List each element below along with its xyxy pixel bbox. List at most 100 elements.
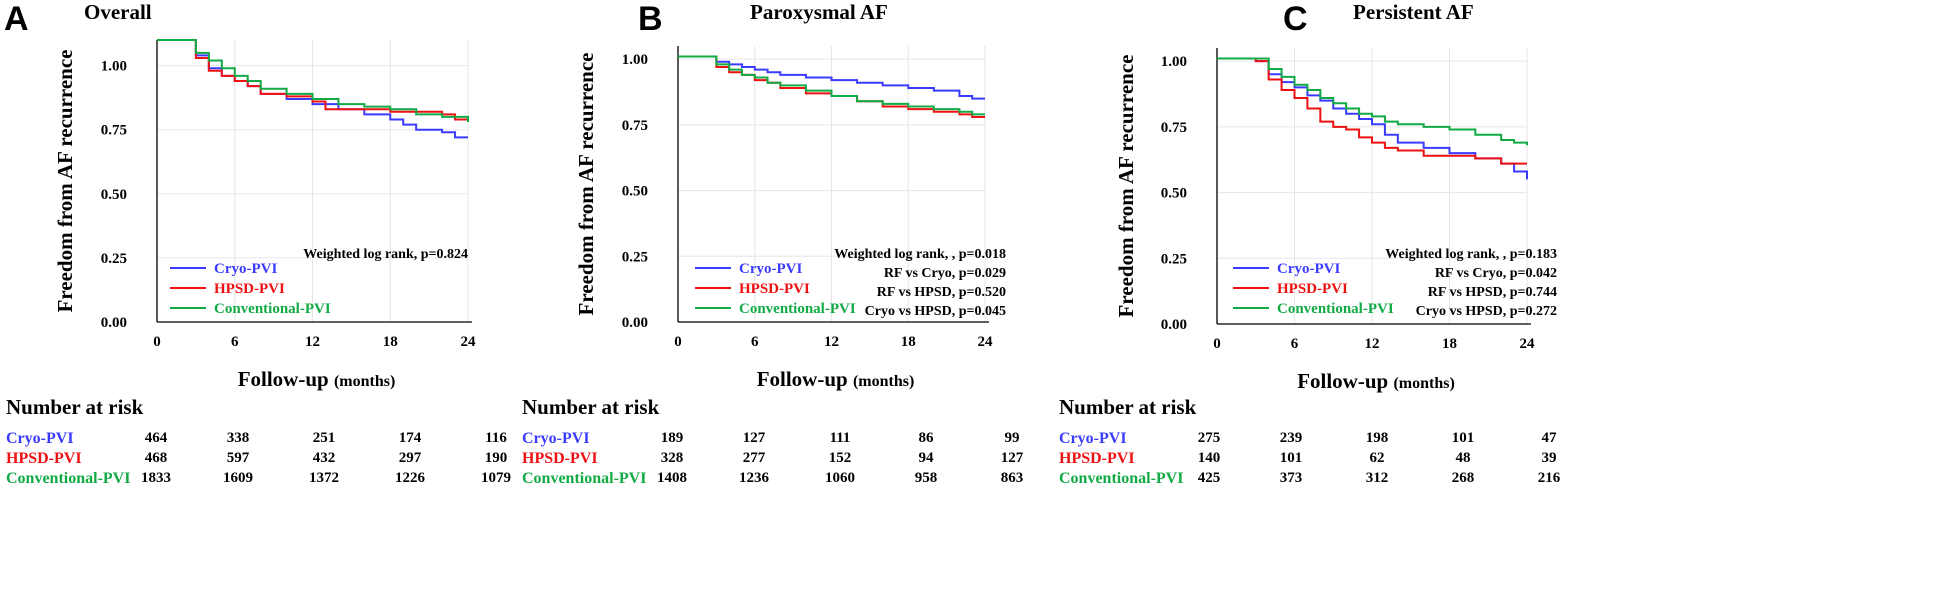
x-tick-label: 6 xyxy=(231,334,239,350)
risk-value: 39 xyxy=(1541,450,1557,466)
km-curve-cryo-pvi xyxy=(678,55,985,100)
risk-value: 101 xyxy=(1451,430,1475,446)
risk-row-label: Conventional-PVI xyxy=(6,470,131,487)
legend-label: Conventional-PVI xyxy=(1277,301,1394,317)
panel-title: Overall xyxy=(84,0,152,24)
risk-value: 863 xyxy=(1000,470,1024,486)
annotation: Cryo vs HPSD, p=0.045 xyxy=(865,304,1006,319)
km-curve-conventional-pvi xyxy=(678,55,985,116)
km-curve-hpsd-pvi xyxy=(678,55,985,118)
risk-value: 198 xyxy=(1365,430,1389,446)
risk-value: 297 xyxy=(398,450,422,466)
number-at-risk-header: Number at risk xyxy=(6,395,144,419)
legend-label: Conventional-PVI xyxy=(739,301,856,317)
risk-row-label: HPSD-PVI xyxy=(522,450,598,467)
risk-row: Conventional-PVI 1833 1609 1372 1226 1079 xyxy=(6,470,646,490)
gridlines xyxy=(156,40,469,323)
panel-letter: B xyxy=(638,0,663,38)
y-tick-label: 0.00 xyxy=(622,315,648,331)
legend-label: Cryo-PVI xyxy=(739,261,802,277)
x-tick-label: 12 xyxy=(1365,336,1380,352)
x-tick-label: 24 xyxy=(978,334,994,350)
x-tick-label: 0 xyxy=(1213,336,1221,352)
risk-value: 275 xyxy=(1197,430,1221,446)
risk-value: 338 xyxy=(226,430,250,446)
risk-row-label: Cryo-PVI xyxy=(522,430,590,447)
annotation: Weighted log rank, , p=0.018 xyxy=(834,247,1006,262)
panel-overall: A Overall 0 6 12 18 24 0.00 0.25 0.50 0.75 1.00 Fr… xyxy=(0,0,650,613)
y-tick-label: 0.50 xyxy=(101,187,127,203)
risk-value: 328 xyxy=(660,450,684,466)
km-curve-hpsd-pvi xyxy=(157,39,469,123)
panel-title: Persistent AF xyxy=(1353,0,1474,24)
risk-row: HPSD-PVI 328 277 152 94 127 xyxy=(522,450,1162,470)
y-tick-label: 0.00 xyxy=(101,315,127,331)
annotation: RF vs Cryo, p=0.042 xyxy=(1435,266,1557,281)
risk-value: 99 xyxy=(1004,430,1020,446)
km-curve-conventional-pvi xyxy=(157,39,469,123)
x-tick-label: 6 xyxy=(751,334,759,350)
risk-row: HPSD-PVI 140 101 62 48 39 xyxy=(1059,450,1699,470)
risk-value: 268 xyxy=(1451,470,1475,486)
risk-row: Conventional-PVI 1408 1236 1060 958 863 xyxy=(522,470,1162,490)
x-axis-units: (months) xyxy=(1393,375,1454,392)
legend: Cryo-PVI HPSD-PVI Conventional-PVI xyxy=(1233,261,1394,317)
legend-label: Conventional-PVI xyxy=(214,301,331,317)
risk-value: 94 xyxy=(918,450,934,466)
legend: Cryo-PVI HPSD-PVI Conventional-PVI xyxy=(170,261,331,317)
x-tick-label: 12 xyxy=(824,334,839,350)
panel-persistent: C Persistent AF 0 6 12 18 24 0.00 0.25 0.50 0.75… xyxy=(1059,0,1950,613)
risk-row: Conventional-PVI 425 373 312 268 216 xyxy=(1059,470,1699,490)
legend-label: HPSD-PVI xyxy=(1277,281,1348,297)
risk-value: 62 xyxy=(1369,450,1385,466)
x-tick-label: 24 xyxy=(461,334,477,350)
panel-letter: A xyxy=(4,0,29,38)
number-at-risk-table: Cryo-PVI 275 239 198 101 47 HPSD-PVI 140 101 62 48… xyxy=(1059,430,1699,500)
risk-value: 597 xyxy=(226,450,250,466)
risk-value: 468 xyxy=(144,450,168,466)
x-axis-label: Follow-up (months) xyxy=(1297,369,1455,393)
risk-row-label: Conventional-PVI xyxy=(522,470,647,487)
x-axis-units: (months) xyxy=(334,373,395,390)
annotation: RF vs Cryo, p=0.029 xyxy=(884,266,1006,281)
y-tick-label: 0.25 xyxy=(622,249,648,265)
annotation: RF vs HPSD, p=0.520 xyxy=(877,285,1006,300)
risk-value: 127 xyxy=(742,430,766,446)
y-tick-label: 1.00 xyxy=(101,59,127,75)
y-tick-label: 0.50 xyxy=(1161,186,1187,202)
y-tick-label: 0.25 xyxy=(101,251,127,267)
x-tick-label: 0 xyxy=(674,334,682,350)
legend-label: HPSD-PVI xyxy=(214,281,285,297)
y-axis-label: Freedom from AF recurrence xyxy=(1114,55,1138,318)
y-tick-label: 0.75 xyxy=(101,123,127,139)
risk-row-label: HPSD-PVI xyxy=(1059,450,1135,467)
km-chart: 0 6 12 18 24 0.00 0.25 0.50 0.75 1.00 Freedom from… xyxy=(1114,48,1557,393)
risk-value: 48 xyxy=(1455,450,1471,466)
risk-value: 47 xyxy=(1541,430,1557,446)
x-tick-label: 12 xyxy=(305,334,320,350)
annotation: Weighted log rank, p=0.824 xyxy=(303,247,468,262)
y-tick-label: 0.25 xyxy=(1161,251,1187,267)
risk-value: 127 xyxy=(1000,450,1024,466)
risk-value: 1079 xyxy=(481,470,511,486)
legend-label: HPSD-PVI xyxy=(739,281,810,297)
x-tick-label: 0 xyxy=(153,334,161,350)
risk-row: Cryo-PVI 464 338 251 174 116 xyxy=(6,430,646,450)
risk-value: 1833 xyxy=(141,470,171,486)
panel-letter: C xyxy=(1283,0,1308,38)
panel-title: Paroxysmal AF xyxy=(750,0,888,24)
risk-value: 1060 xyxy=(825,470,855,486)
x-tick-label: 24 xyxy=(1520,336,1536,352)
x-tick-label: 18 xyxy=(383,334,398,350)
km-curve-hpsd-pvi xyxy=(1217,57,1527,165)
risk-value: 140 xyxy=(1197,450,1221,466)
number-at-risk-header: Number at risk xyxy=(522,395,660,419)
risk-value: 1408 xyxy=(657,470,687,486)
risk-row-label: Conventional-PVI xyxy=(1059,470,1184,487)
risk-value: 1372 xyxy=(309,470,339,486)
risk-row: HPSD-PVI 468 597 432 297 190 xyxy=(6,450,646,470)
risk-row: Cryo-PVI 275 239 198 101 47 xyxy=(1059,430,1699,450)
risk-value: 432 xyxy=(312,450,336,466)
y-tick-label: 0.75 xyxy=(1161,120,1187,136)
km-curve-conventional-pvi xyxy=(1217,57,1528,146)
